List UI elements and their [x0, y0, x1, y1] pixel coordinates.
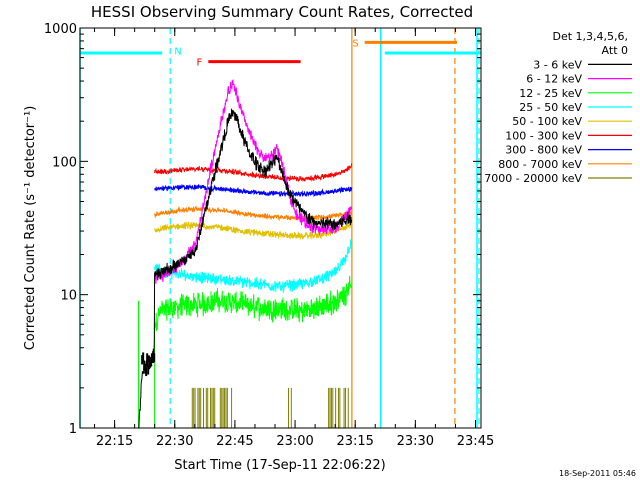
annotation-label-1: F — [197, 58, 203, 69]
y-axis-label: Corrected Count Rate (s⁻¹ detector⁻¹) — [23, 106, 38, 351]
legend-entry-label: 6 - 12 keV — [526, 73, 582, 86]
x-tick-label: 23:30 — [397, 434, 434, 449]
legend-entry-label: 800 - 7000 keV — [498, 158, 582, 171]
timestamp: 18-Sep-2011 05:46 — [559, 469, 636, 478]
x-tick-label: 22:45 — [216, 434, 253, 449]
burst-group-2 — [328, 387, 349, 428]
plot-area: N F S — [79, 28, 481, 429]
legend-entry-label: 300 - 800 keV — [505, 144, 582, 157]
x-tick-label: 22:30 — [156, 434, 193, 449]
y-tick-label: 10 — [60, 289, 77, 304]
annotation-label-2: S — [352, 38, 358, 49]
burst-group-1 — [288, 387, 292, 428]
series-line-3 — [154, 236, 353, 293]
x-tick-label: 23:45 — [457, 434, 494, 449]
series-line-7 — [154, 205, 353, 222]
legend-entry-label: 50 - 100 keV — [512, 115, 582, 128]
annotation-label-0: N — [174, 46, 181, 57]
series-line-0 — [138, 108, 353, 429]
legend-entry-label: 7000 - 20000 keV — [484, 172, 582, 185]
series-line-5 — [154, 163, 353, 183]
plot-frame — [79, 27, 482, 429]
series-line-2 — [154, 275, 353, 332]
black-low-steps — [141, 352, 156, 377]
x-axis-label: Start Time (17-Sep-11 22:06:22) — [174, 458, 385, 473]
legend: Det 1,3,4,5,6,Att 0 3 - 6 keV 6 - 12 keV12… — [484, 30, 632, 185]
legend-title-line: Att 0 — [602, 44, 628, 57]
legend-entry-label: 25 - 50 keV — [519, 101, 582, 114]
legend-entry-label: 100 - 300 keV — [505, 129, 582, 142]
y-tick-label: 100 — [52, 155, 77, 170]
chart-title: HESSI Observing Summary Count Rates, Cor… — [91, 3, 473, 21]
axes: 1 10 100 1000 22:15 22:30 22:45 23:00 23:15 23:30… — [44, 22, 494, 449]
series-line-4 — [154, 220, 353, 240]
legend-title-line: Det 1,3,4,5,6, — [552, 30, 628, 43]
x-tick-label: 22:15 — [96, 434, 133, 449]
legend-entry-label: 12 - 25 keV — [519, 87, 582, 100]
legend-entry-label: 3 - 6 keV — [533, 58, 582, 71]
series-line-6 — [154, 183, 353, 198]
x-tick-label: 23:15 — [336, 434, 373, 449]
burst-group-0 — [191, 387, 233, 428]
x-tick-label: 23:00 — [276, 434, 313, 449]
y-tick-label: 1000 — [44, 22, 77, 37]
series-line-1 — [154, 78, 353, 284]
y-tick-label: 1 — [69, 422, 77, 437]
